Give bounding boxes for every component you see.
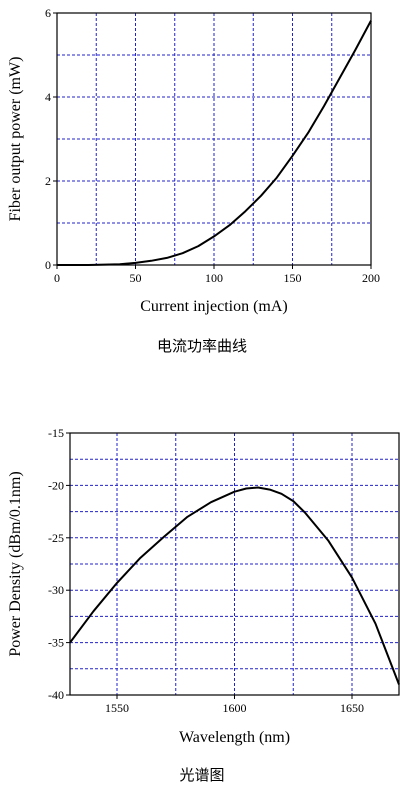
chart1-y-tick-label: 0	[45, 258, 51, 272]
chart1-caption: 电流功率曲线	[156, 337, 247, 355]
chart2-x-tick-label: 1650	[340, 701, 364, 715]
chart2-y-tick-label: -40	[48, 688, 64, 702]
chart2-x-axis-label: Wavelength (nm)	[179, 729, 290, 746]
chart1-y-tick-label: 4	[45, 90, 51, 104]
chart2-y-tick-label: -25	[48, 531, 64, 545]
chart1-x-tick-label: 50	[130, 271, 142, 285]
chart1-y-axis-label: Fiber output power (mW)	[7, 57, 24, 222]
chart1-x-tick-label: 150	[284, 271, 302, 285]
chart2-y-axis-label: Power Density (dBm/0.1nm)	[7, 471, 24, 656]
chart1-series-line	[57, 20, 372, 266]
chart2-y-tick-label: -15	[48, 426, 64, 440]
chart2-x-tick-label: 1550	[105, 701, 129, 715]
chart2-caption: 光谱图	[179, 766, 225, 784]
chart1-x-tick-label: 100	[205, 271, 223, 285]
chart1-y-tick-label: 6	[45, 6, 51, 20]
chart2-y-tick-label: -35	[48, 636, 64, 650]
chart2-series-line	[69, 486, 400, 685]
chart2-y-tick-label: -30	[48, 583, 64, 597]
chart1-y-tick-label: 2	[45, 174, 51, 188]
chart1-x-tick-label: 0	[54, 271, 60, 285]
chart1-x-axis-label: Current injection (mA)	[140, 298, 288, 315]
chart2-y-tick-label: -20	[48, 478, 64, 492]
chart1-x-tick-label: 200	[362, 271, 380, 285]
chart2-x-tick-label: 1600	[223, 701, 247, 715]
